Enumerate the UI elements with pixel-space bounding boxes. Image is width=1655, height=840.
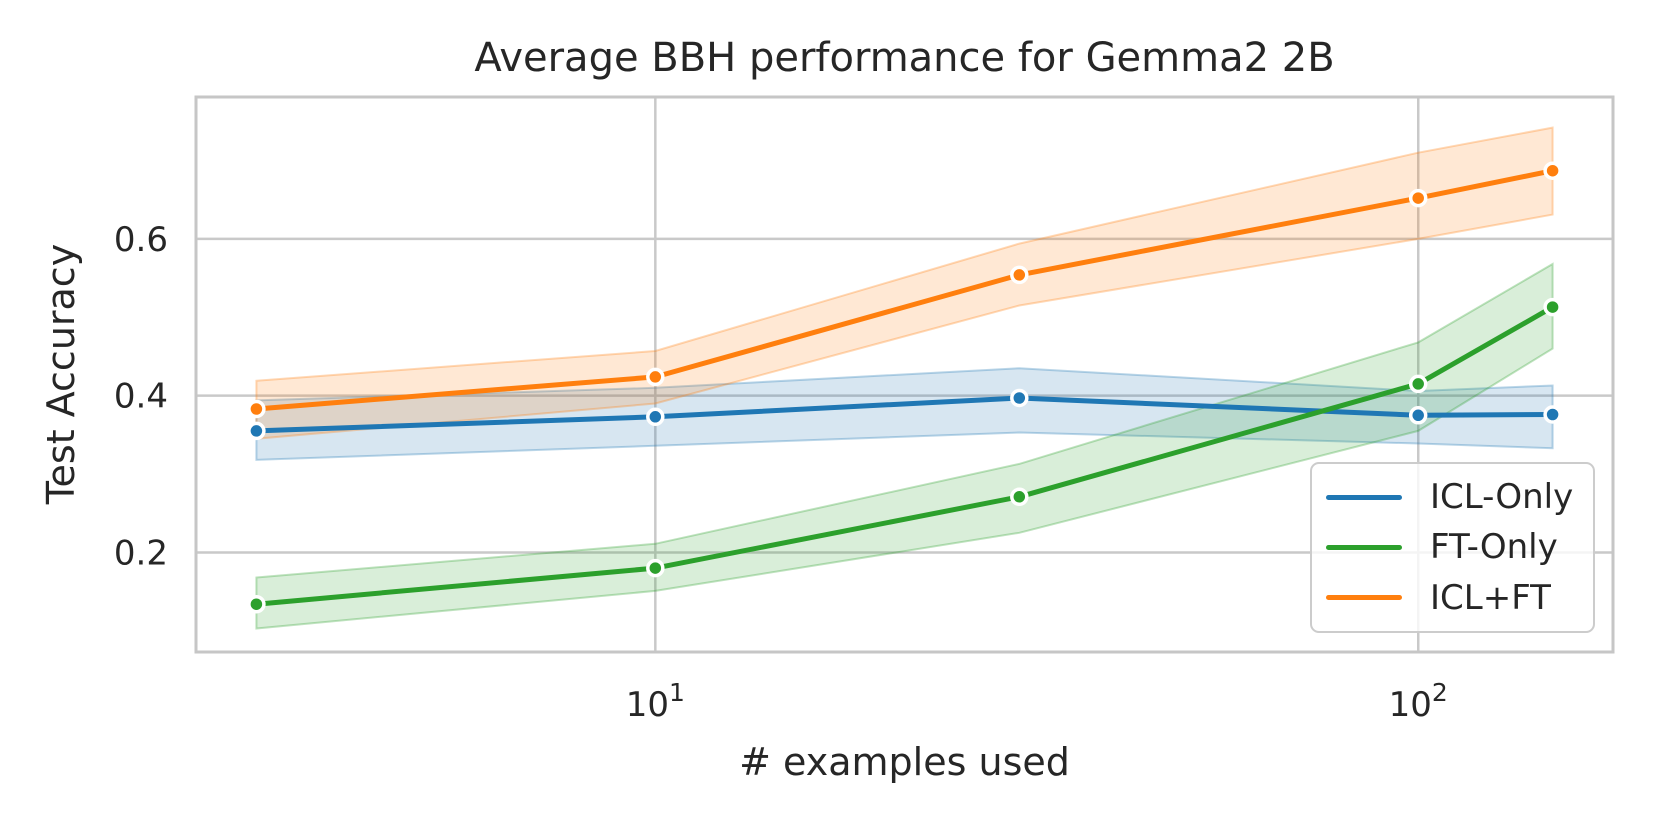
data-point-icl-only [1408, 406, 1428, 425]
legend-item-ft-only: FT-Only [1326, 530, 1593, 564]
data-point-icl-only [1543, 405, 1562, 424]
data-point-ft-only [646, 558, 665, 578]
legend-item-icl-ft: ICL+FT [1326, 581, 1593, 615]
y-tick-label: 0.2 [114, 533, 168, 573]
data-point-ft-only [247, 594, 266, 614]
legend: ICL-Only FT-Only ICL+FT [1310, 462, 1595, 633]
confidence-band-icl-ft [255, 126, 1554, 440]
data-point-icl-ft [1408, 188, 1428, 208]
legend-line-swatch-icon [1326, 544, 1402, 550]
data-point-icl-ft [247, 399, 266, 419]
legend-label: ICL-Only [1430, 477, 1574, 518]
chart-title: Average BBH performance for Gemma2 2B [474, 35, 1335, 81]
data-point-icl-ft [1010, 265, 1029, 285]
data-point-ft-only [1408, 374, 1428, 394]
y-tick-label: 0.6 [114, 220, 168, 260]
x-axis-label: # examples used [739, 740, 1070, 784]
legend-item-icl-only: ICL-Only [1326, 480, 1593, 514]
data-point-ft-only [1543, 297, 1562, 317]
x-tick-label: 102 [1389, 678, 1448, 725]
legend-line-swatch-icon [1326, 494, 1402, 500]
data-point-icl-only [1010, 388, 1029, 408]
y-tick-label: 0.4 [114, 377, 168, 417]
plot-border [194, 95, 1615, 654]
data-point-icl-ft [1543, 161, 1562, 180]
data-point-icl-only [247, 421, 266, 441]
data-point-icl-only [646, 407, 665, 427]
legend-label: FT-Only [1430, 527, 1558, 568]
x-tick-label: 101 [626, 678, 685, 725]
data-point-ft-only [1010, 487, 1029, 507]
data-point-icl-ft [646, 367, 665, 387]
legend-label: ICL+FT [1430, 577, 1551, 618]
legend-line-swatch-icon [1326, 595, 1402, 601]
